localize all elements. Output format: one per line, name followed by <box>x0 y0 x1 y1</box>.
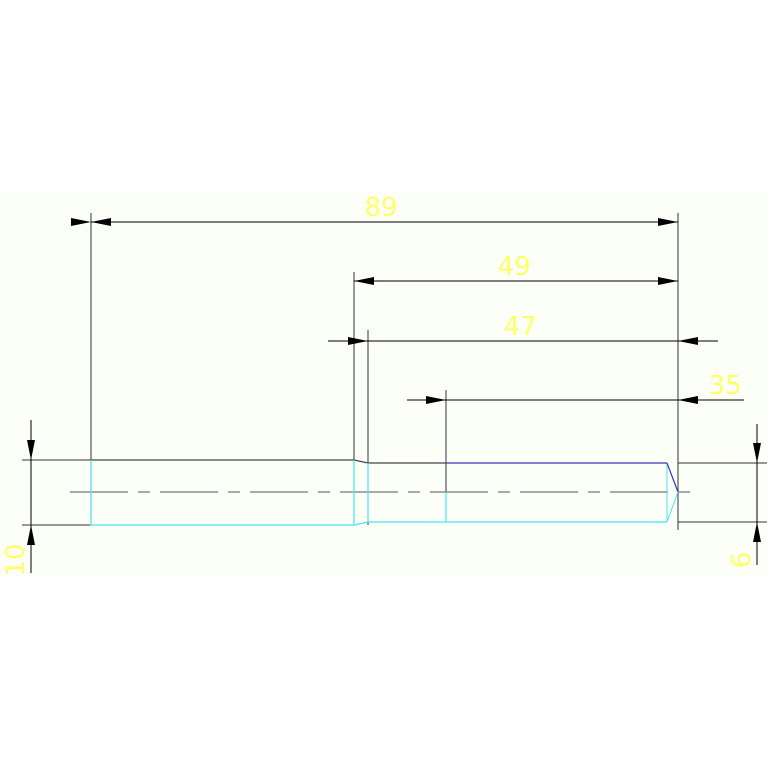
dim-6-text: 6 <box>727 552 757 569</box>
dim-35-text: 35 <box>708 371 741 401</box>
dim-47-text: 47 <box>503 312 536 342</box>
drawing-area <box>0 190 767 576</box>
dim-89-text: 89 <box>364 193 397 223</box>
shaft-outline <box>90 459 679 526</box>
dim-10-text: 10 <box>1 543 31 576</box>
dim-49-text: 49 <box>497 252 530 282</box>
